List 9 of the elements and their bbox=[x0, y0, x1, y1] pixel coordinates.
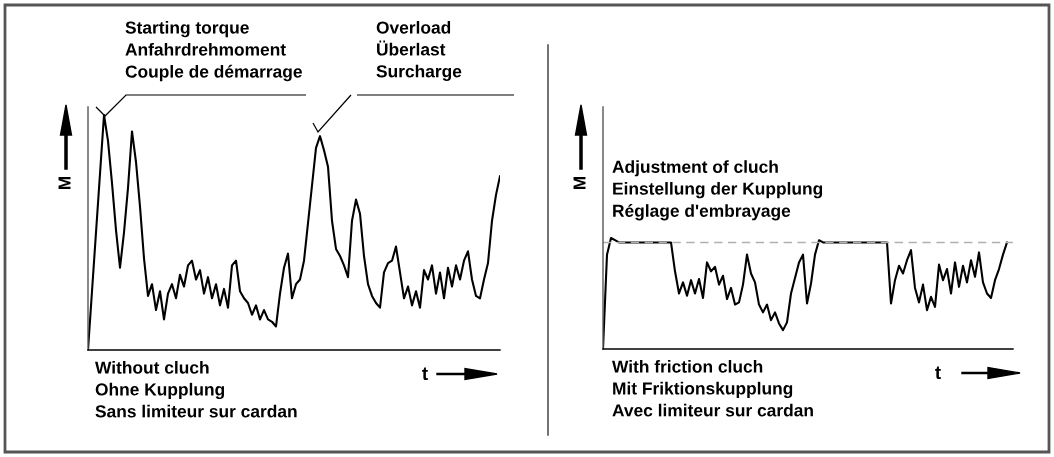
text: Overload Überlast Surcharge bbox=[376, 21, 462, 81]
y-axis-title: M bbox=[58, 176, 71, 190]
x-axis-title: t bbox=[422, 367, 428, 381]
text: With friction cluch Mit Friktionskupplung Avec limiteur sur cardan bbox=[612, 360, 813, 417]
text: Starting torque Anfahrdrehmoment Couple de démarrage bbox=[125, 21, 302, 82]
text: Without cluch Ohne Kupplung Sans limiteur sur cardan bbox=[95, 361, 297, 418]
ref-line-label: Adjustment of cluch Einstellung der Kupplung Réglage d'embrayage bbox=[612, 160, 823, 221]
x-axis-title: t bbox=[935, 366, 941, 380]
y-axis-title: M bbox=[573, 176, 586, 190]
